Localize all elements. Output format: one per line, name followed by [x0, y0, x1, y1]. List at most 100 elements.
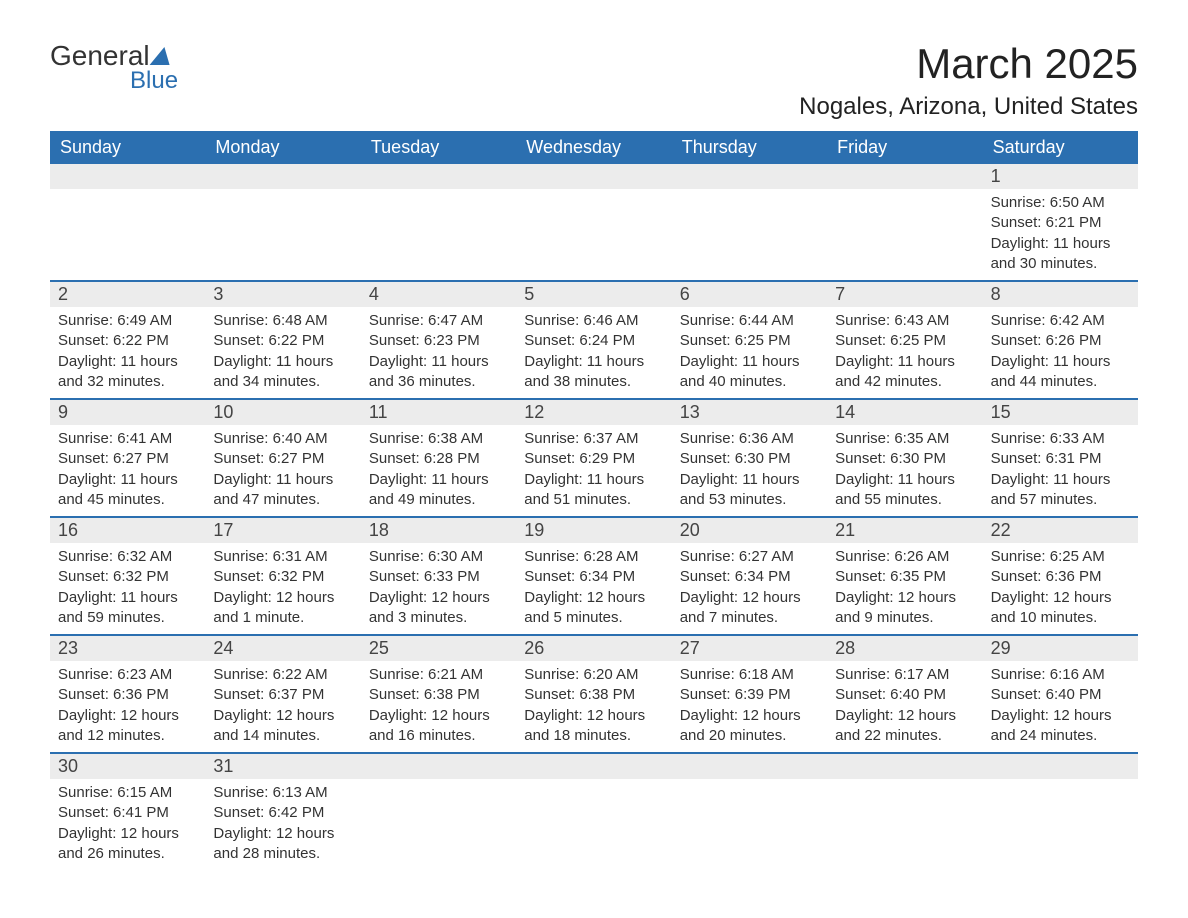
- daylight-text: Daylight: 11 hours and 44 minutes.: [991, 352, 1130, 393]
- sunset-text: Sunset: 6:22 PM: [213, 331, 352, 351]
- day-number: 4: [361, 282, 516, 307]
- day-number: [516, 754, 671, 779]
- day-number: [361, 164, 516, 189]
- sunset-text: Sunset: 6:34 PM: [680, 567, 819, 587]
- day-content: [205, 189, 360, 280]
- day-content: [827, 779, 982, 870]
- sunrise-text: Sunrise: 6:15 AM: [58, 783, 197, 803]
- sunrise-text: Sunrise: 6:22 AM: [213, 665, 352, 685]
- day-number: [205, 164, 360, 189]
- daylight-text: Daylight: 11 hours and 34 minutes.: [213, 352, 352, 393]
- logo: General Blue: [50, 40, 178, 95]
- sunrise-text: Sunrise: 6:17 AM: [835, 665, 974, 685]
- week-num-row: 16171819202122: [50, 516, 1138, 543]
- week-content-row: Sunrise: 6:41 AMSunset: 6:27 PMDaylight:…: [50, 425, 1138, 516]
- sunset-text: Sunset: 6:23 PM: [369, 331, 508, 351]
- day-content: Sunrise: 6:20 AMSunset: 6:38 PMDaylight:…: [516, 661, 671, 752]
- day-content: Sunrise: 6:36 AMSunset: 6:30 PMDaylight:…: [672, 425, 827, 516]
- day-number: 21: [827, 518, 982, 543]
- daylight-text: Daylight: 12 hours and 7 minutes.: [680, 588, 819, 629]
- day-content: [50, 189, 205, 280]
- sunrise-text: Sunrise: 6:13 AM: [213, 783, 352, 803]
- daylight-text: Daylight: 12 hours and 12 minutes.: [58, 706, 197, 747]
- daylight-text: Daylight: 11 hours and 59 minutes.: [58, 588, 197, 629]
- day-content: Sunrise: 6:41 AMSunset: 6:27 PMDaylight:…: [50, 425, 205, 516]
- day-header-tuesday: Tuesday: [361, 131, 516, 164]
- sunset-text: Sunset: 6:27 PM: [213, 449, 352, 469]
- day-number: 22: [983, 518, 1138, 543]
- day-content: [672, 189, 827, 280]
- sunset-text: Sunset: 6:42 PM: [213, 803, 352, 823]
- week-content-row: Sunrise: 6:15 AMSunset: 6:41 PMDaylight:…: [50, 779, 1138, 870]
- day-number: [672, 754, 827, 779]
- day-content: Sunrise: 6:27 AMSunset: 6:34 PMDaylight:…: [672, 543, 827, 634]
- sunset-text: Sunset: 6:34 PM: [524, 567, 663, 587]
- header: General Blue March 2025 Nogales, Arizona…: [50, 40, 1138, 121]
- sunset-text: Sunset: 6:30 PM: [680, 449, 819, 469]
- sunset-text: Sunset: 6:22 PM: [58, 331, 197, 351]
- daylight-text: Daylight: 11 hours and 45 minutes.: [58, 470, 197, 511]
- day-content: Sunrise: 6:28 AMSunset: 6:34 PMDaylight:…: [516, 543, 671, 634]
- sunrise-text: Sunrise: 6:31 AM: [213, 547, 352, 567]
- sunset-text: Sunset: 6:21 PM: [991, 213, 1130, 233]
- day-number: 18: [361, 518, 516, 543]
- daylight-text: Daylight: 12 hours and 16 minutes.: [369, 706, 508, 747]
- day-content: Sunrise: 6:37 AMSunset: 6:29 PMDaylight:…: [516, 425, 671, 516]
- sunset-text: Sunset: 6:40 PM: [835, 685, 974, 705]
- day-number: 15: [983, 400, 1138, 425]
- day-content: [983, 779, 1138, 870]
- day-number: 12: [516, 400, 671, 425]
- day-content: Sunrise: 6:18 AMSunset: 6:39 PMDaylight:…: [672, 661, 827, 752]
- day-number: 13: [672, 400, 827, 425]
- day-content: Sunrise: 6:46 AMSunset: 6:24 PMDaylight:…: [516, 307, 671, 398]
- sunrise-text: Sunrise: 6:26 AM: [835, 547, 974, 567]
- sunrise-text: Sunrise: 6:40 AM: [213, 429, 352, 449]
- day-number: 1: [983, 164, 1138, 189]
- daylight-text: Daylight: 12 hours and 1 minute.: [213, 588, 352, 629]
- sunrise-text: Sunrise: 6:30 AM: [369, 547, 508, 567]
- day-content: Sunrise: 6:25 AMSunset: 6:36 PMDaylight:…: [983, 543, 1138, 634]
- day-content: [516, 189, 671, 280]
- day-content: Sunrise: 6:32 AMSunset: 6:32 PMDaylight:…: [50, 543, 205, 634]
- daylight-text: Daylight: 12 hours and 5 minutes.: [524, 588, 663, 629]
- sunset-text: Sunset: 6:27 PM: [58, 449, 197, 469]
- location: Nogales, Arizona, United States: [799, 93, 1138, 121]
- day-content: Sunrise: 6:16 AMSunset: 6:40 PMDaylight:…: [983, 661, 1138, 752]
- sunrise-text: Sunrise: 6:38 AM: [369, 429, 508, 449]
- sunset-text: Sunset: 6:40 PM: [991, 685, 1130, 705]
- daylight-text: Daylight: 11 hours and 57 minutes.: [991, 470, 1130, 511]
- day-content: Sunrise: 6:17 AMSunset: 6:40 PMDaylight:…: [827, 661, 982, 752]
- week-num-row: 3031: [50, 752, 1138, 779]
- sunrise-text: Sunrise: 6:33 AM: [991, 429, 1130, 449]
- day-number: [361, 754, 516, 779]
- sunset-text: Sunset: 6:25 PM: [835, 331, 974, 351]
- day-content: Sunrise: 6:30 AMSunset: 6:33 PMDaylight:…: [361, 543, 516, 634]
- week-content-row: Sunrise: 6:23 AMSunset: 6:36 PMDaylight:…: [50, 661, 1138, 752]
- logo-text-bottom: Blue: [130, 67, 178, 95]
- day-number: 26: [516, 636, 671, 661]
- sunset-text: Sunset: 6:31 PM: [991, 449, 1130, 469]
- day-content: Sunrise: 6:48 AMSunset: 6:22 PMDaylight:…: [205, 307, 360, 398]
- day-content: Sunrise: 6:40 AMSunset: 6:27 PMDaylight:…: [205, 425, 360, 516]
- daylight-text: Daylight: 12 hours and 3 minutes.: [369, 588, 508, 629]
- sunrise-text: Sunrise: 6:25 AM: [991, 547, 1130, 567]
- week-num-row: 9101112131415: [50, 398, 1138, 425]
- day-headers-row: Sunday Monday Tuesday Wednesday Thursday…: [50, 131, 1138, 164]
- day-header-friday: Friday: [827, 131, 982, 164]
- day-number: 23: [50, 636, 205, 661]
- day-content: [672, 779, 827, 870]
- sunset-text: Sunset: 6:41 PM: [58, 803, 197, 823]
- day-number: 3: [205, 282, 360, 307]
- sunset-text: Sunset: 6:24 PM: [524, 331, 663, 351]
- sunrise-text: Sunrise: 6:50 AM: [991, 193, 1130, 213]
- sunrise-text: Sunrise: 6:41 AM: [58, 429, 197, 449]
- day-content: Sunrise: 6:22 AMSunset: 6:37 PMDaylight:…: [205, 661, 360, 752]
- day-number: 30: [50, 754, 205, 779]
- sunset-text: Sunset: 6:32 PM: [58, 567, 197, 587]
- day-content: Sunrise: 6:49 AMSunset: 6:22 PMDaylight:…: [50, 307, 205, 398]
- day-number: [50, 164, 205, 189]
- day-number: 5: [516, 282, 671, 307]
- logo-triangle-icon: [149, 47, 174, 65]
- day-number: 11: [361, 400, 516, 425]
- day-number: 25: [361, 636, 516, 661]
